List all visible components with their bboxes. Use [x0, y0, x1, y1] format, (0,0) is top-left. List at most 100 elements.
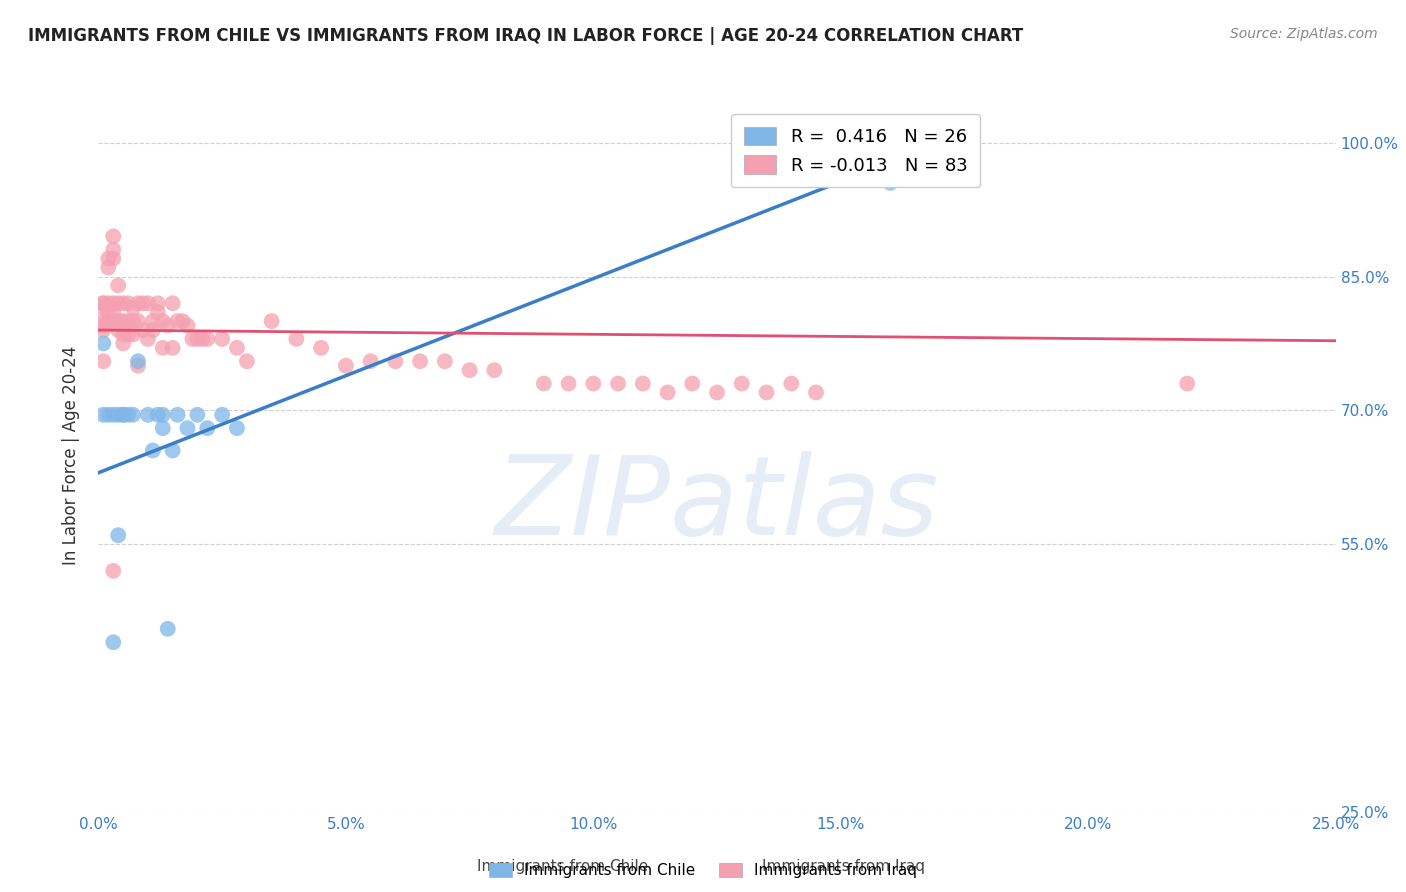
Point — [484, 363, 506, 377]
Point — [879, 176, 901, 190]
Point — [804, 385, 827, 400]
Point — [117, 327, 139, 342]
Point — [132, 296, 155, 310]
Point — [136, 296, 159, 310]
Point — [103, 229, 125, 244]
Legend: Immigrants from Chile, Immigrants from Iraq: Immigrants from Chile, Immigrants from I… — [484, 857, 922, 884]
Point — [195, 332, 218, 346]
Point — [309, 341, 332, 355]
Point — [112, 336, 135, 351]
Text: IMMIGRANTS FROM CHILE VS IMMIGRANTS FROM IRAQ IN LABOR FORCE | AGE 20-24 CORRELA: IMMIGRANTS FROM CHILE VS IMMIGRANTS FROM… — [28, 27, 1024, 45]
Point — [152, 408, 174, 422]
Point — [162, 443, 184, 458]
Point — [93, 296, 115, 310]
Point — [156, 622, 179, 636]
Point — [384, 354, 406, 368]
Point — [127, 354, 149, 368]
Point — [152, 341, 174, 355]
Point — [112, 314, 135, 328]
Point — [117, 314, 139, 328]
Point — [93, 323, 115, 337]
Legend: R =  0.416   N = 26, R = -0.013   N = 83: R = 0.416 N = 26, R = -0.013 N = 83 — [731, 114, 980, 187]
Text: Immigrants from Chile: Immigrants from Chile — [477, 859, 648, 874]
Point — [681, 376, 703, 391]
Point — [780, 376, 803, 391]
Point — [117, 408, 139, 422]
Point — [211, 408, 233, 422]
Point — [706, 385, 728, 400]
Point — [146, 296, 169, 310]
Point — [360, 354, 382, 368]
Point — [112, 408, 135, 422]
Point — [433, 354, 456, 368]
Point — [458, 363, 481, 377]
Point — [112, 296, 135, 310]
Point — [142, 443, 165, 458]
Point — [226, 341, 249, 355]
Point — [172, 314, 194, 328]
Point — [260, 314, 283, 328]
Point — [122, 327, 145, 342]
Point — [97, 296, 120, 310]
Point — [335, 359, 357, 373]
Point — [112, 408, 135, 422]
Point — [731, 376, 754, 391]
Point — [191, 332, 214, 346]
Text: Immigrants from Iraq: Immigrants from Iraq — [762, 859, 925, 874]
Point — [657, 385, 679, 400]
Point — [236, 354, 259, 368]
Point — [226, 421, 249, 435]
Point — [152, 421, 174, 435]
Point — [117, 296, 139, 310]
Point — [103, 635, 125, 649]
Point — [186, 408, 208, 422]
Point — [557, 376, 579, 391]
Point — [127, 359, 149, 373]
Point — [533, 376, 555, 391]
Point — [97, 305, 120, 319]
Point — [409, 354, 432, 368]
Point — [93, 354, 115, 368]
Point — [103, 243, 125, 257]
Y-axis label: In Labor Force | Age 20-24: In Labor Force | Age 20-24 — [62, 345, 80, 565]
Point — [103, 564, 125, 578]
Point — [93, 336, 115, 351]
Point — [136, 408, 159, 422]
Point — [162, 341, 184, 355]
Point — [107, 314, 129, 328]
Point — [97, 314, 120, 328]
Point — [195, 421, 218, 435]
Point — [103, 408, 125, 422]
Point — [93, 314, 115, 328]
Point — [97, 252, 120, 266]
Point — [103, 314, 125, 328]
Point — [112, 327, 135, 342]
Point — [152, 314, 174, 328]
Point — [142, 323, 165, 337]
Point — [107, 278, 129, 293]
Point — [132, 323, 155, 337]
Point — [755, 385, 778, 400]
Point — [136, 332, 159, 346]
Point — [285, 332, 308, 346]
Point — [181, 332, 204, 346]
Point — [103, 305, 125, 319]
Point — [176, 318, 198, 333]
Point — [127, 296, 149, 310]
Point — [107, 323, 129, 337]
Point — [97, 408, 120, 422]
Point — [166, 408, 188, 422]
Point — [127, 314, 149, 328]
Point — [156, 318, 179, 333]
Point — [146, 408, 169, 422]
Point — [1175, 376, 1198, 391]
Point — [582, 376, 605, 391]
Point — [146, 305, 169, 319]
Point — [607, 376, 630, 391]
Point — [186, 332, 208, 346]
Text: ZIPatlas: ZIPatlas — [495, 451, 939, 558]
Point — [142, 314, 165, 328]
Point — [93, 318, 115, 333]
Text: Source: ZipAtlas.com: Source: ZipAtlas.com — [1230, 27, 1378, 41]
Point — [122, 301, 145, 315]
